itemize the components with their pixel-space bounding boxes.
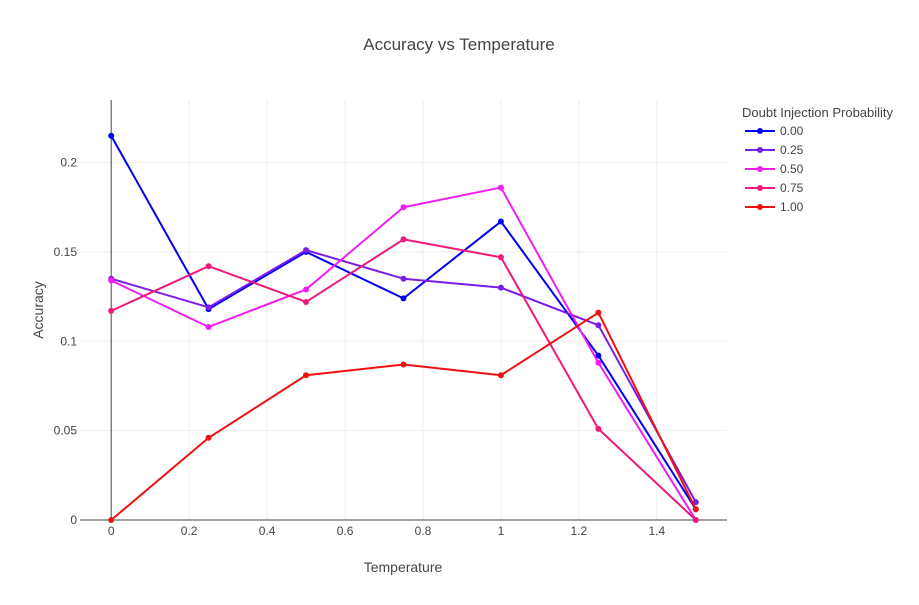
data-point xyxy=(497,184,504,191)
legend-item-label: 0.25 xyxy=(780,143,804,157)
data-point xyxy=(108,517,115,523)
data-point xyxy=(303,372,310,379)
data-point xyxy=(303,286,310,293)
data-point xyxy=(205,323,212,330)
data-point xyxy=(497,218,504,225)
data-point xyxy=(497,254,504,261)
data-point xyxy=(205,263,212,270)
legend-item-label: 0.50 xyxy=(780,162,804,176)
data-point xyxy=(595,425,602,432)
legend-swatch-marker xyxy=(757,166,763,172)
legend-item-label: 0.75 xyxy=(780,181,804,195)
x-tick-label: 0.8 xyxy=(415,524,432,538)
data-point xyxy=(692,506,699,513)
data-point xyxy=(595,359,602,366)
y-tick-label: 0.1 xyxy=(60,334,77,348)
grid xyxy=(80,100,727,520)
x-tick-label: 0 xyxy=(108,524,115,538)
data-point xyxy=(595,309,602,316)
chart-title: Accuracy vs Temperature xyxy=(363,35,554,54)
data-point xyxy=(205,304,212,311)
data-point xyxy=(400,236,407,243)
legend-swatch-marker xyxy=(757,185,763,191)
data-point xyxy=(205,434,212,441)
x-tick-label: 0.2 xyxy=(181,524,198,538)
data-point xyxy=(595,322,602,329)
legend-swatch-marker xyxy=(757,147,763,153)
legend-swatch-marker xyxy=(757,204,763,210)
legend-swatch-marker xyxy=(757,128,763,134)
data-point xyxy=(303,247,310,254)
axes: 0 0.2 0.4 0.6 0.8 1 1.2 1.4 0 0.05 0.1 0.15 0.2 xyxy=(54,100,727,538)
data-point xyxy=(108,132,115,139)
data-point xyxy=(108,277,115,284)
data-point xyxy=(595,352,602,359)
y-tick-label: 0 xyxy=(70,513,77,527)
data-point xyxy=(692,517,699,523)
legend-title: Doubt Injection Probability xyxy=(742,105,894,120)
x-axis-label: Temperature xyxy=(364,559,443,575)
series-line-0.25 xyxy=(110,249,697,503)
y-axis-label: Accuracy xyxy=(30,281,46,339)
data-point xyxy=(303,298,310,305)
data-point xyxy=(692,499,699,506)
data-point xyxy=(400,204,407,211)
x-tick-label: 0.6 xyxy=(337,524,354,538)
x-tick-label: 0.4 xyxy=(259,524,276,538)
x-tick-label: 1 xyxy=(498,524,505,538)
x-tick-label: 1.4 xyxy=(648,524,665,538)
y-tick-label: 0.15 xyxy=(54,245,78,259)
series-group xyxy=(108,132,699,523)
data-point xyxy=(497,284,504,291)
data-point xyxy=(497,372,504,379)
legend-item-label: 1.00 xyxy=(780,200,804,214)
legend-item-label: 0.00 xyxy=(780,124,804,138)
legend: Doubt Injection Probability 0.00 0.25 0.50… xyxy=(742,105,894,214)
data-point xyxy=(400,275,407,282)
data-point xyxy=(108,307,115,314)
data-point xyxy=(400,295,407,302)
y-tick-label: 0.05 xyxy=(54,424,78,438)
x-tick-label: 1.2 xyxy=(571,524,588,538)
y-tick-label: 0.2 xyxy=(60,156,77,170)
data-point xyxy=(400,361,407,368)
